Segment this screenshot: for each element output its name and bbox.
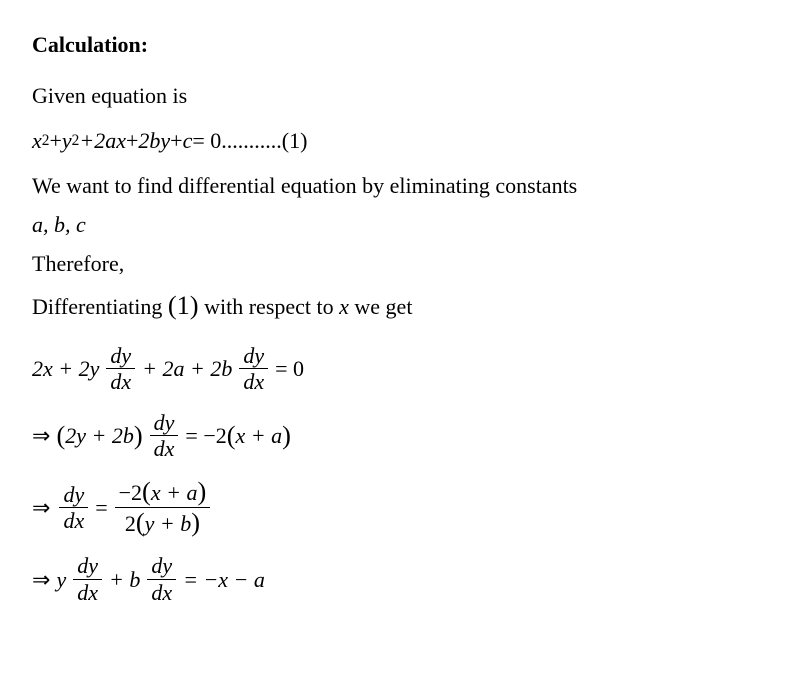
diff-a: Differentiating — [32, 294, 168, 319]
l2-eq: = −2 — [185, 419, 226, 452]
l4-y: y — [56, 563, 66, 596]
l2-rpar: ) — [134, 416, 143, 456]
eq1-plus2: + — [126, 124, 138, 157]
differentiating-line: Differentiating (1) with respect to x we… — [32, 286, 772, 326]
l3-num: −2(x + a) — [115, 478, 211, 508]
therefore-line: Therefore, — [32, 247, 772, 280]
l4-frac1: dy dx — [73, 554, 102, 603]
l3-num-r: ) — [197, 476, 206, 506]
section-heading: Calculation: — [32, 28, 772, 61]
l3-dy: dy — [59, 483, 88, 508]
eq1-2ax: +2ax — [79, 124, 126, 157]
l3-rhs-frac: −2(x + a) 2(y + b) — [115, 478, 211, 536]
diff-b: with respect to — [199, 294, 340, 319]
eq1-plus1: + — [49, 124, 61, 157]
l1-b: + 2a + 2b — [142, 352, 232, 385]
l2-arrow: ⇒ — [32, 419, 50, 452]
l3-num-l: ( — [142, 476, 151, 506]
l1-frac2: dy dx — [239, 344, 268, 393]
l4-dy1: dy — [73, 554, 102, 579]
l3-eq: = — [95, 491, 107, 524]
l3-den-a: 2 — [125, 511, 136, 536]
eq1-2by: 2by — [138, 124, 170, 157]
l2-lpar2: ( — [227, 416, 236, 456]
diff-c: we get — [349, 294, 413, 319]
l3-lhs-frac: dy dx — [59, 483, 88, 532]
l3-dx: dx — [59, 508, 88, 532]
l4-dx1: dx — [73, 580, 102, 604]
l1-dy1: dy — [106, 344, 135, 369]
l1-dx2: dx — [239, 369, 268, 393]
l4-eq: = −x − a — [183, 563, 265, 596]
l3-arrow: ⇒ — [32, 491, 50, 524]
abc-line: a, b, c — [32, 208, 772, 241]
l3-den-l: ( — [136, 507, 145, 537]
l1-dx1: dx — [106, 369, 135, 393]
equation-1: x2 + y2 +2ax + 2by + c = 0 ...........(1… — [32, 124, 772, 157]
l4-plusb: + b — [109, 563, 140, 596]
eq1-x: x — [32, 124, 42, 157]
derivative-line-3: ⇒ dy dx = −2(x + a) 2(y + b) — [32, 478, 772, 536]
l2-inner: 2y + 2b — [65, 419, 134, 452]
eq1-eq0: = 0 — [192, 124, 221, 157]
l2-dy: dy — [150, 411, 179, 436]
l2-dx: dx — [150, 436, 179, 460]
l4-dy2: dy — [147, 554, 176, 579]
eq1-y: y — [62, 124, 72, 157]
l1-a: 2x + 2y — [32, 352, 99, 385]
we-want-line: We want to find differential equation by… — [32, 169, 772, 202]
l1-dy2: dy — [239, 344, 268, 369]
l2-inner2: x + a — [236, 419, 283, 452]
derivative-line-4: ⇒ y dy dx + b dy dx = −x − a — [32, 554, 772, 603]
l3-den: 2(y + b) — [121, 508, 204, 537]
derivative-line-1: 2x + 2y dy dx + 2a + 2b dy dx = 0 — [32, 344, 772, 393]
diff-x: x — [339, 294, 349, 319]
diff-ref: (1) — [168, 290, 199, 320]
l4-frac2: dy dx — [147, 554, 176, 603]
l1-eq: = 0 — [275, 352, 304, 385]
l3-den-in: y + b — [145, 511, 192, 536]
l3-num-in: x + a — [151, 480, 198, 505]
l2-frac: dy dx — [150, 411, 179, 460]
l4-dx2: dx — [147, 580, 176, 604]
l1-frac1: dy dx — [106, 344, 135, 393]
l2-lpar: ( — [56, 416, 65, 456]
eq1-c: c — [183, 124, 193, 157]
l3-num-a: −2 — [119, 480, 142, 505]
l2-rpar2: ) — [282, 416, 291, 456]
l4-arrow: ⇒ — [32, 563, 50, 596]
eq1-plus3: + — [170, 124, 182, 157]
eq1-dots: ...........(1) — [221, 124, 307, 157]
given-line: Given equation is — [32, 79, 772, 112]
derivative-line-2: ⇒ ( 2y + 2b ) dy dx = −2 ( x + a ) — [32, 411, 772, 460]
l3-den-r: ) — [191, 507, 200, 537]
